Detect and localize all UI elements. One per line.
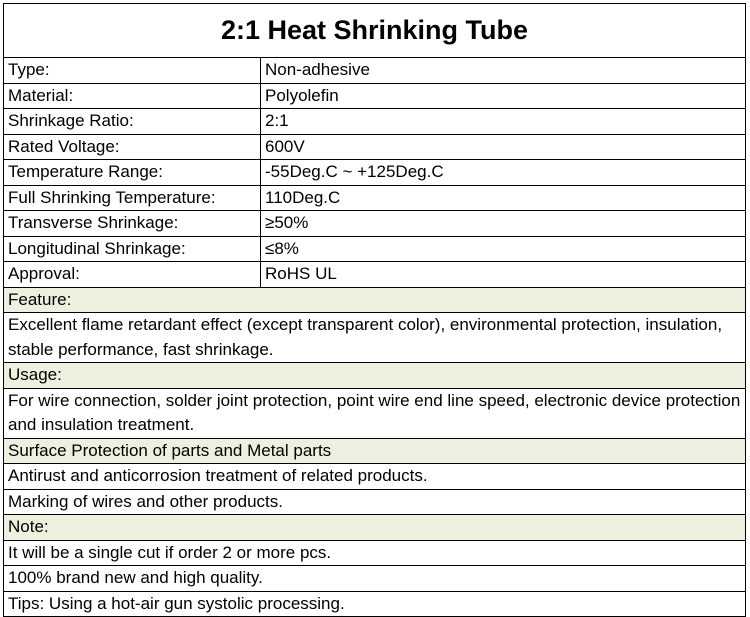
spec-label: Material: [3, 82, 261, 109]
spec-label: Longitudinal Shrinkage: [3, 235, 261, 262]
spec-value: -55Deg.C ~ +125Deg.C [260, 159, 746, 186]
spec-value: Non-adhesive [260, 57, 746, 84]
spec-value: 600V [260, 133, 746, 160]
table-row: It will be a single cut if order 2 or mo… [3, 539, 746, 566]
spec-value: 110Deg.C [260, 184, 746, 211]
table-row: Feature: [3, 286, 746, 313]
table-row: Tips: Using a hot-air gun systolic proce… [3, 590, 746, 617]
spec-label: Temperature Range: [3, 159, 261, 186]
section-text: For wire connection, solder joint protec… [3, 387, 746, 439]
spec-label: Approval: [3, 261, 261, 288]
spec-label: Transverse Shrinkage: [3, 210, 261, 237]
section-text: 100% brand new and high quality. [3, 565, 746, 592]
footer-text: Tips: Using a hot-air gun systolic proce… [3, 590, 746, 617]
section-text: Excellent flame retardant effect (except… [3, 312, 746, 363]
table-row: Transverse Shrinkage: ≥50% [3, 210, 746, 237]
table-row: Full Shrinking Temperature: 110Deg.C [3, 184, 746, 211]
table-row: For wire connection, solder joint protec… [3, 387, 746, 439]
table-row: Temperature Range: -55Deg.C ~ +125Deg.C [3, 159, 746, 186]
spec-value: ≤8% [260, 235, 746, 262]
table-title: 2:1 Heat Shrinking Tube [3, 3, 746, 58]
spec-label: Type: [3, 57, 261, 84]
table-row: Rated Voltage: 600V [3, 133, 746, 160]
section-heading: Note: [3, 514, 746, 541]
table-row: Type: Non-adhesive [3, 57, 746, 84]
table-row: Approval: RoHS UL [3, 261, 746, 288]
spec-value: RoHS UL [260, 261, 746, 288]
table-row: 100% brand new and high quality. [3, 565, 746, 592]
spec-value: ≥50% [260, 210, 746, 237]
table-row: Marking of wires and other products. [3, 488, 746, 515]
section-heading: Usage: [3, 362, 746, 389]
spec-label: Full Shrinking Temperature: [3, 184, 261, 211]
spec-value: 2:1 [260, 108, 746, 135]
spec-value: Polyolefin [260, 82, 746, 109]
spec-table: 2:1 Heat Shrinking Tube Type: Non-adhesiv… [3, 3, 746, 617]
table-row: Excellent flame retardant effect (except… [3, 312, 746, 363]
spec-label: Shrinkage Ratio: [3, 108, 261, 135]
table-row: Longitudinal Shrinkage: ≤8% [3, 235, 746, 262]
section-text: Marking of wires and other products. [3, 488, 746, 515]
section-text: Antirust and anticorrosion treatment of … [3, 463, 746, 490]
section-heading: Feature: [3, 286, 746, 313]
table-row: Note: [3, 514, 746, 541]
section-heading: Surface Protection of parts and Metal pa… [3, 437, 746, 464]
table-row: Usage: [3, 362, 746, 389]
table-row: Surface Protection of parts and Metal pa… [3, 437, 746, 464]
spec-label: Rated Voltage: [3, 133, 261, 160]
table-row: Shrinkage Ratio: 2:1 [3, 108, 746, 135]
table-row: Material: Polyolefin [3, 82, 746, 109]
section-text: It will be a single cut if order 2 or mo… [3, 539, 746, 566]
table-row: Antirust and anticorrosion treatment of … [3, 463, 746, 490]
